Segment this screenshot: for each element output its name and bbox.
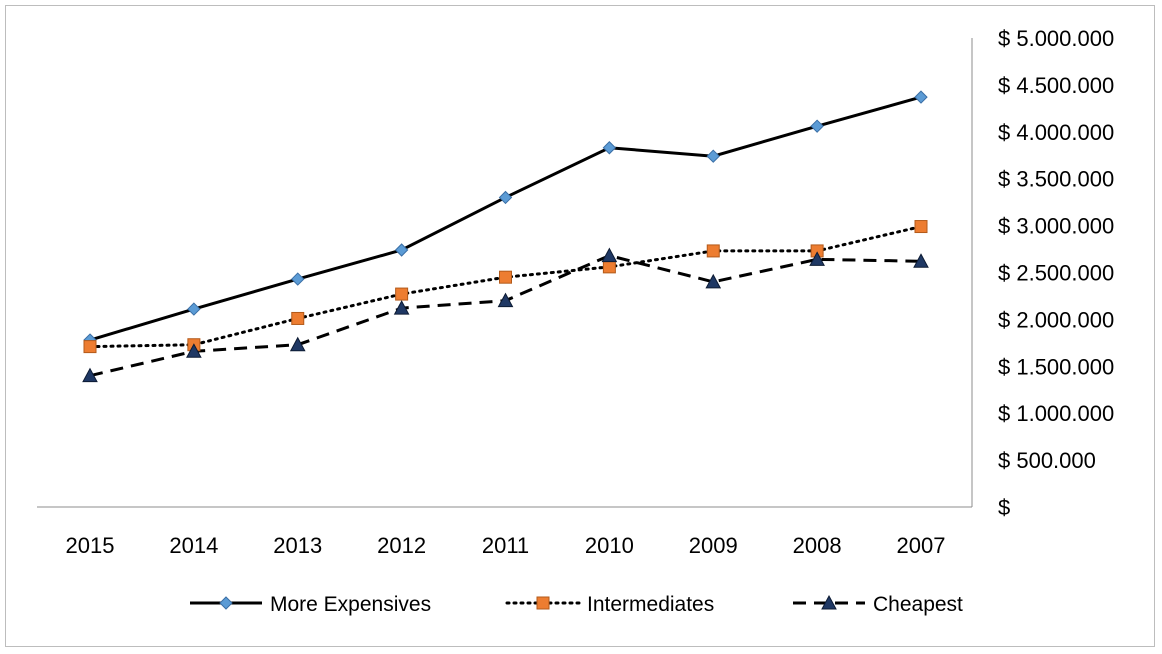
point-cheapest-2010 xyxy=(601,247,618,263)
y-tick-label-2500000: $ 2.500.000 xyxy=(998,261,1114,286)
x-tick-label-2007: 2007 xyxy=(897,533,946,558)
point-cheapest-2014 xyxy=(186,343,202,358)
x-tick-label-2013: 2013 xyxy=(273,533,322,558)
legend-label-more-expensives: More Expensives xyxy=(270,593,431,616)
point-more-expensives-2012 xyxy=(394,243,409,257)
point-intermediates-2011 xyxy=(499,270,512,284)
y-tick-label-4500000: $ 4.500.000 xyxy=(998,73,1114,98)
point-intermediates-2015 xyxy=(83,340,97,354)
point-more-expensives-2014 xyxy=(187,302,201,316)
point-cheapest-2011 xyxy=(497,292,514,308)
point-cheapest-2007 xyxy=(913,253,929,268)
point-cheapest-2015 xyxy=(82,367,98,383)
chart-frame xyxy=(5,5,1155,647)
x-tick-label-2011: 2011 xyxy=(482,533,529,558)
x-tick-label-2012: 2012 xyxy=(377,533,426,558)
point-intermediates-2012 xyxy=(395,287,409,301)
legend: More Expensives Intermediates Cheapest xyxy=(190,593,963,616)
legend-marker-more-expensives xyxy=(219,596,233,610)
axes xyxy=(37,38,973,508)
y-tick-labels: $ $ 500.000 $ 1.000.000 $ 1.500.000 $ 2.000.… xyxy=(998,26,1114,520)
x-tick-label-2009: 2009 xyxy=(689,533,738,558)
y-tick-label-5000000: $ 5.000.000 xyxy=(998,26,1114,51)
y-tick-label-0: $ xyxy=(998,495,1010,520)
point-more-expensives-2007 xyxy=(914,90,928,104)
point-more-expensives-2011 xyxy=(498,190,513,205)
point-cheapest-2012 xyxy=(393,300,410,315)
y-tick-label-1500000: $ 1.500.000 xyxy=(998,354,1114,379)
series-lines xyxy=(88,95,923,378)
y-tick-label-500000: $ 500.000 xyxy=(998,448,1096,473)
x-tick-label-2010: 2010 xyxy=(585,533,634,558)
point-cheapest-2013 xyxy=(289,336,306,352)
point-more-expensives-2010 xyxy=(602,141,617,155)
point-more-expensives-2008 xyxy=(810,119,824,133)
point-cheapest-2008 xyxy=(809,251,825,266)
point-intermediates-2007 xyxy=(914,220,928,234)
point-intermediates-2013 xyxy=(291,311,305,325)
series-line-intermediates xyxy=(88,225,923,349)
y-tick-label-3500000: $ 3.500.000 xyxy=(998,167,1114,192)
point-intermediates-2010 xyxy=(602,260,616,274)
x-tick-labels: 2015 2014 2013 2012 2011 2010 2009 2008 2007 xyxy=(66,533,946,558)
legend-label-cheapest: Cheapest xyxy=(873,593,963,616)
y-tick-label-4000000: $ 4.000.000 xyxy=(998,120,1114,145)
point-more-expensives-2009 xyxy=(706,149,720,163)
point-cheapest-2009 xyxy=(705,273,722,289)
x-tick-label-2008: 2008 xyxy=(793,533,842,558)
y-tick-label-2000000: $ 2.000.000 xyxy=(998,307,1114,332)
x-tick-label-2015: 2015 xyxy=(66,533,115,558)
point-intermediates-2009 xyxy=(706,244,720,258)
y-tick-label-1000000: $ 1.000.000 xyxy=(998,401,1114,426)
legend-marker-cheapest xyxy=(821,594,837,610)
legend-label-intermediates: Intermediates xyxy=(587,593,714,616)
point-more-expensives-2013 xyxy=(291,272,305,286)
y-tick-label-3000000: $ 3.000.000 xyxy=(998,214,1114,239)
legend-marker-intermediates xyxy=(536,596,550,610)
x-tick-label-2014: 2014 xyxy=(169,533,218,558)
series-markers xyxy=(82,90,929,383)
